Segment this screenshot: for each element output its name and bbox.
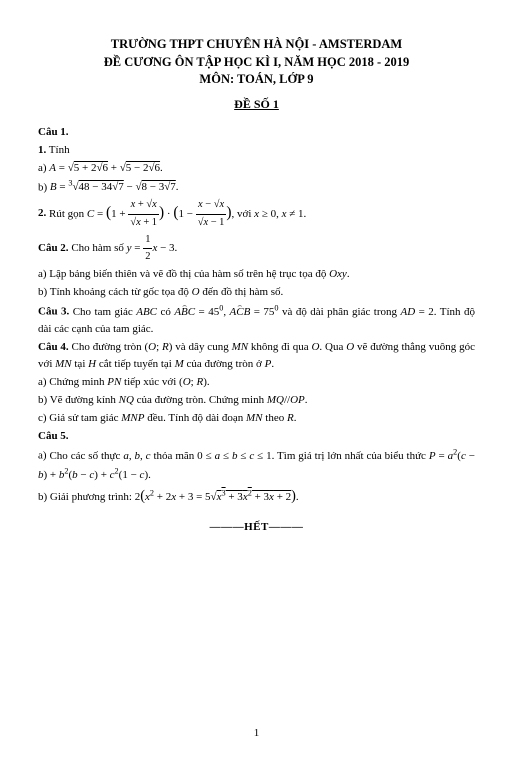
page-number: 1 <box>0 727 513 739</box>
q2-text: Cho hàm số y = 12x − 3. <box>69 242 178 254</box>
q2b-label: b) <box>38 286 47 298</box>
q4c-label: c) <box>38 412 47 424</box>
end-dash-right: ——— <box>269 521 304 533</box>
q4b-text: Vẽ đường kính NQ của đường tròn. Chứng m… <box>47 394 307 406</box>
q4c-text: Giả sử tam giác MNP đều. Tính độ dài đoạ… <box>47 412 297 424</box>
header-line-title: ĐỀ CƯƠNG ÔN TẬP HỌC KÌ I, NĂM HỌC 2018 -… <box>38 54 475 72</box>
q2-heading: Câu 2. <box>38 242 69 254</box>
q5b-math: Giải phương trình: 2(x2 + 2x + 3 = 5√x3 … <box>47 491 299 503</box>
q1b-label: b) <box>38 181 47 193</box>
document-body: Câu 1. 1. Tính a) A = √5 + 2√6 + √5 − 2√… <box>38 124 475 507</box>
q4-text: Cho đường tròn (O; R) và dây cung MN khô… <box>38 341 475 370</box>
end-dash-left: ——— <box>210 521 245 533</box>
q5b-label: b) <box>38 491 47 503</box>
q1-part2-label: 2. <box>38 208 46 220</box>
q1b-math: B = 3√48 − 34√7 − √8 − 3√7. <box>47 181 178 193</box>
q1a-math: A = √5 + 2√6 + √5 − 2√6. <box>47 162 163 174</box>
q4b-label: b) <box>38 394 47 406</box>
q1-part2-math: Rút gọn C = (1 + x + √x√x + 1) · (1 − x … <box>46 208 306 220</box>
q4a-text: Chứng minh PN tiếp xúc với (O; R). <box>47 376 210 388</box>
q3-text: Cho tam giác ABC có ⌢ABC = 450, ⌢ACB = 7… <box>38 306 475 335</box>
end-of-test: ———HẾT——— <box>38 521 475 533</box>
q2a-text: Lập bảng biến thiên và vẽ đồ thị của hàm… <box>47 268 350 280</box>
header-line-school: TRƯỜNG THPT CHUYÊN HÀ NỘI - AMSTERDAM <box>38 36 475 54</box>
exam-number-title: ĐỀ SỐ 1 <box>38 97 475 112</box>
header-line-subject: MÔN: TOÁN, LỚP 9 <box>38 71 475 89</box>
q1a-label: a) <box>38 162 47 174</box>
q3-heading: Câu 3. <box>38 306 69 318</box>
q5a-text: Cho các số thực a, b, c thỏa mãn 0 ≤ a ≤… <box>38 450 475 481</box>
q4a-label: a) <box>38 376 47 388</box>
document-header: TRƯỜNG THPT CHUYÊN HÀ NỘI - AMSTERDAM ĐỀ… <box>38 36 475 89</box>
page: TRƯỜNG THPT CHUYÊN HÀ NỘI - AMSTERDAM ĐỀ… <box>0 0 513 757</box>
q1-part1-label: 1. <box>38 144 46 156</box>
end-text: HẾT <box>244 521 269 533</box>
q2a-label: a) <box>38 268 47 280</box>
q1-part1-text: Tính <box>46 144 69 156</box>
q5a-label: a) <box>38 450 47 462</box>
q5-heading: Câu 5. <box>38 430 69 442</box>
q2b-text: Tính khoảng cách từ gốc tọa độ O đến đồ … <box>47 286 283 298</box>
q1-heading: Câu 1. <box>38 126 69 138</box>
q4-heading: Câu 4. <box>38 341 69 353</box>
